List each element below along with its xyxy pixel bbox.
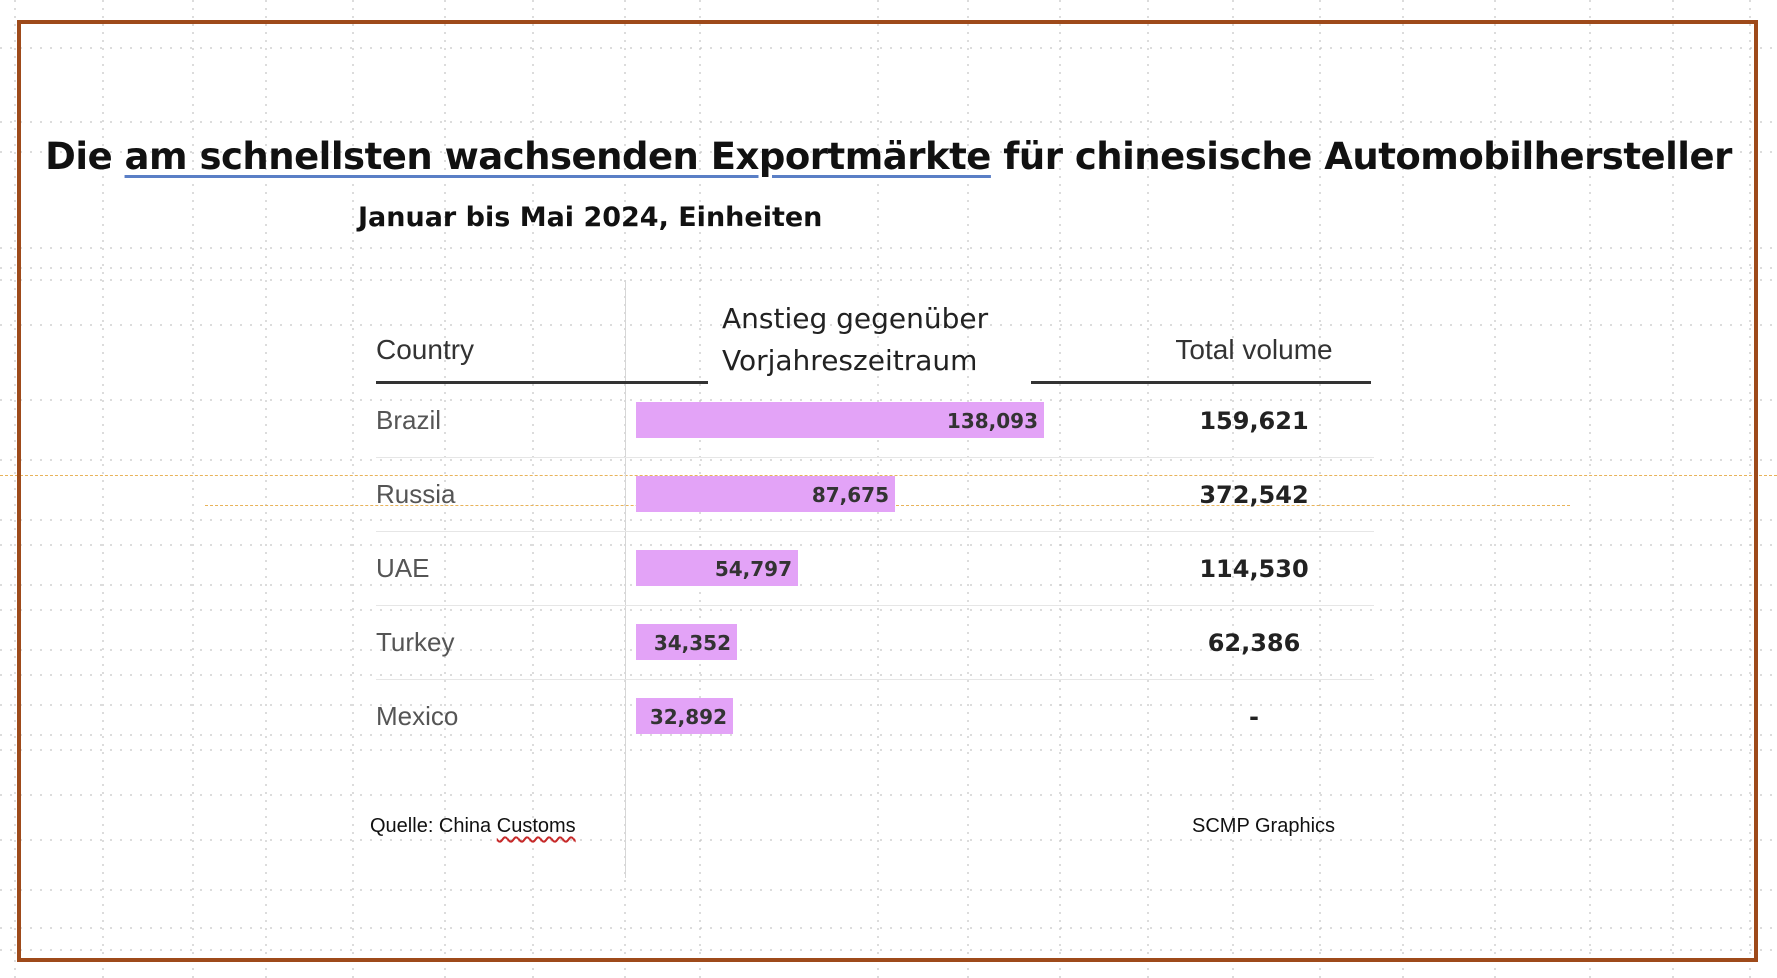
chart-subtitle: Januar bis Mai 2024, Einheiten [358, 202, 823, 233]
title-part-c: für chinesische Automobilhersteller [990, 135, 1732, 178]
row-label-russia: Russia [376, 479, 456, 509]
header-increase: Anstieg gegenüber Vorjahreszeitraum [722, 298, 988, 382]
source-underlined: Customs [496, 815, 576, 837]
total-mexico: - [1249, 703, 1259, 731]
header-increase-line2: Vorjahreszeitraum [722, 344, 978, 377]
header-rule-total [1031, 381, 1371, 384]
row-label-turkey: Turkey [376, 627, 455, 657]
row-separator [376, 679, 1374, 680]
header-country: Country [376, 334, 475, 365]
credit-note: SCMP Graphics [1192, 815, 1336, 837]
header-rule-country [376, 381, 708, 384]
header-increase-line1: Anstieg gegenüber [722, 302, 989, 335]
bar-label-brazil: 138,093 [946, 409, 1038, 433]
column-divider [625, 280, 626, 878]
bar-mexico [636, 698, 733, 734]
total-turkey: 62,386 [1207, 629, 1301, 657]
bar-brazil [636, 402, 1044, 438]
row-label-mexico: Mexico [376, 701, 459, 731]
source-prefix: Quelle: China [370, 815, 497, 837]
title-part-a: Die [45, 135, 125, 178]
bar-uae [636, 550, 798, 586]
chart-title: Die am schnellsten wachsenden Exportmärk… [0, 135, 1777, 178]
total-brazil: 159,621 [1199, 407, 1309, 435]
source-note: Quelle: China Customs [370, 815, 576, 838]
row-label-uae: UAE [376, 553, 430, 583]
row-label-brazil: Brazil [376, 405, 442, 435]
header-total: Total volume [1175, 334, 1333, 365]
bar-label-uae: 54,797 [714, 557, 792, 581]
alignment-guide [0, 475, 1777, 476]
slide-frame [17, 20, 1758, 962]
bar-label-mexico: 32,892 [649, 705, 727, 729]
row-separator [376, 457, 1374, 458]
bar-turkey [636, 624, 737, 660]
title-part-underlined: am schnellsten wachsenden Exportmärkte [124, 135, 992, 178]
row-separator [376, 531, 1374, 532]
bar-label-turkey: 34,352 [653, 631, 731, 655]
total-russia: 372,542 [1199, 481, 1309, 509]
bar-russia [636, 476, 895, 512]
bar-label-russia: 87,675 [811, 483, 889, 507]
total-uae: 114,530 [1199, 555, 1309, 583]
row-separator [376, 605, 1374, 606]
